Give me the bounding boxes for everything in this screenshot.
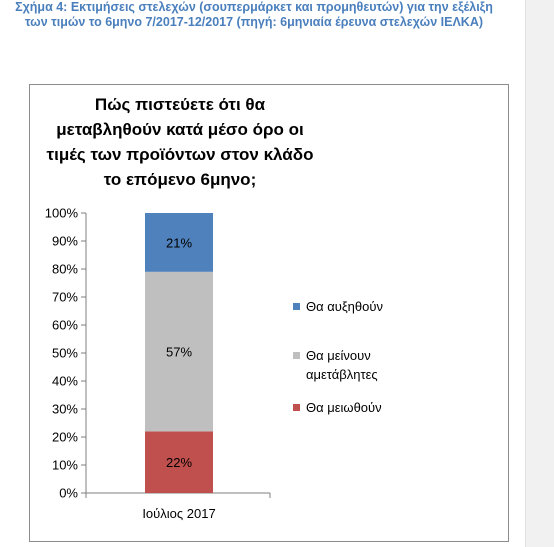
y-tick-label: 60% [52, 318, 78, 333]
legend-swatch [293, 303, 300, 310]
legend-label: Θα μειωθούν [306, 400, 382, 415]
figure-caption-text: Εκτιμήσεις στελεχών (σουπερμάρκετ και πρ… [24, 0, 493, 29]
y-tick-label: 30% [52, 402, 78, 417]
y-tick-label: 50% [52, 346, 78, 361]
x-category-label: Ιούλιος 2017 [142, 506, 215, 521]
y-tick-label: 90% [52, 234, 78, 249]
chart-title: Πώς πιστεύετε ότι θα μεταβληθούν κατά μέ… [46, 95, 314, 189]
bar-segment [145, 213, 213, 272]
y-tick-label: 0% [59, 486, 78, 501]
y-tick-label: 80% [52, 262, 78, 277]
figure-caption: Σχήμα 4: Εκτιμήσεις στελεχών (σουπερμάρκ… [10, 0, 498, 30]
chart-frame [29, 84, 509, 542]
y-tick-label: 70% [52, 290, 78, 305]
y-tick-label: 40% [52, 374, 78, 389]
bar-segment [145, 271, 213, 432]
legend-label: αμετάβλητες [306, 367, 378, 382]
page-side-panel [525, 0, 554, 547]
bar-segment [145, 431, 213, 493]
figure-caption-label: Σχήμα 4: [15, 0, 68, 14]
legend-swatch [293, 352, 300, 359]
y-tick-label: 10% [52, 458, 78, 473]
y-tick-label: 20% [52, 430, 78, 445]
data-label: 57% [166, 345, 192, 360]
y-tick-label: 100% [45, 206, 79, 221]
legend-swatch [293, 404, 300, 411]
legend-label: Θα αυξηθούν [306, 299, 383, 314]
data-label: 21% [166, 235, 192, 250]
legend-label: Θα μείνουν [306, 348, 371, 363]
data-label: 22% [166, 455, 192, 470]
